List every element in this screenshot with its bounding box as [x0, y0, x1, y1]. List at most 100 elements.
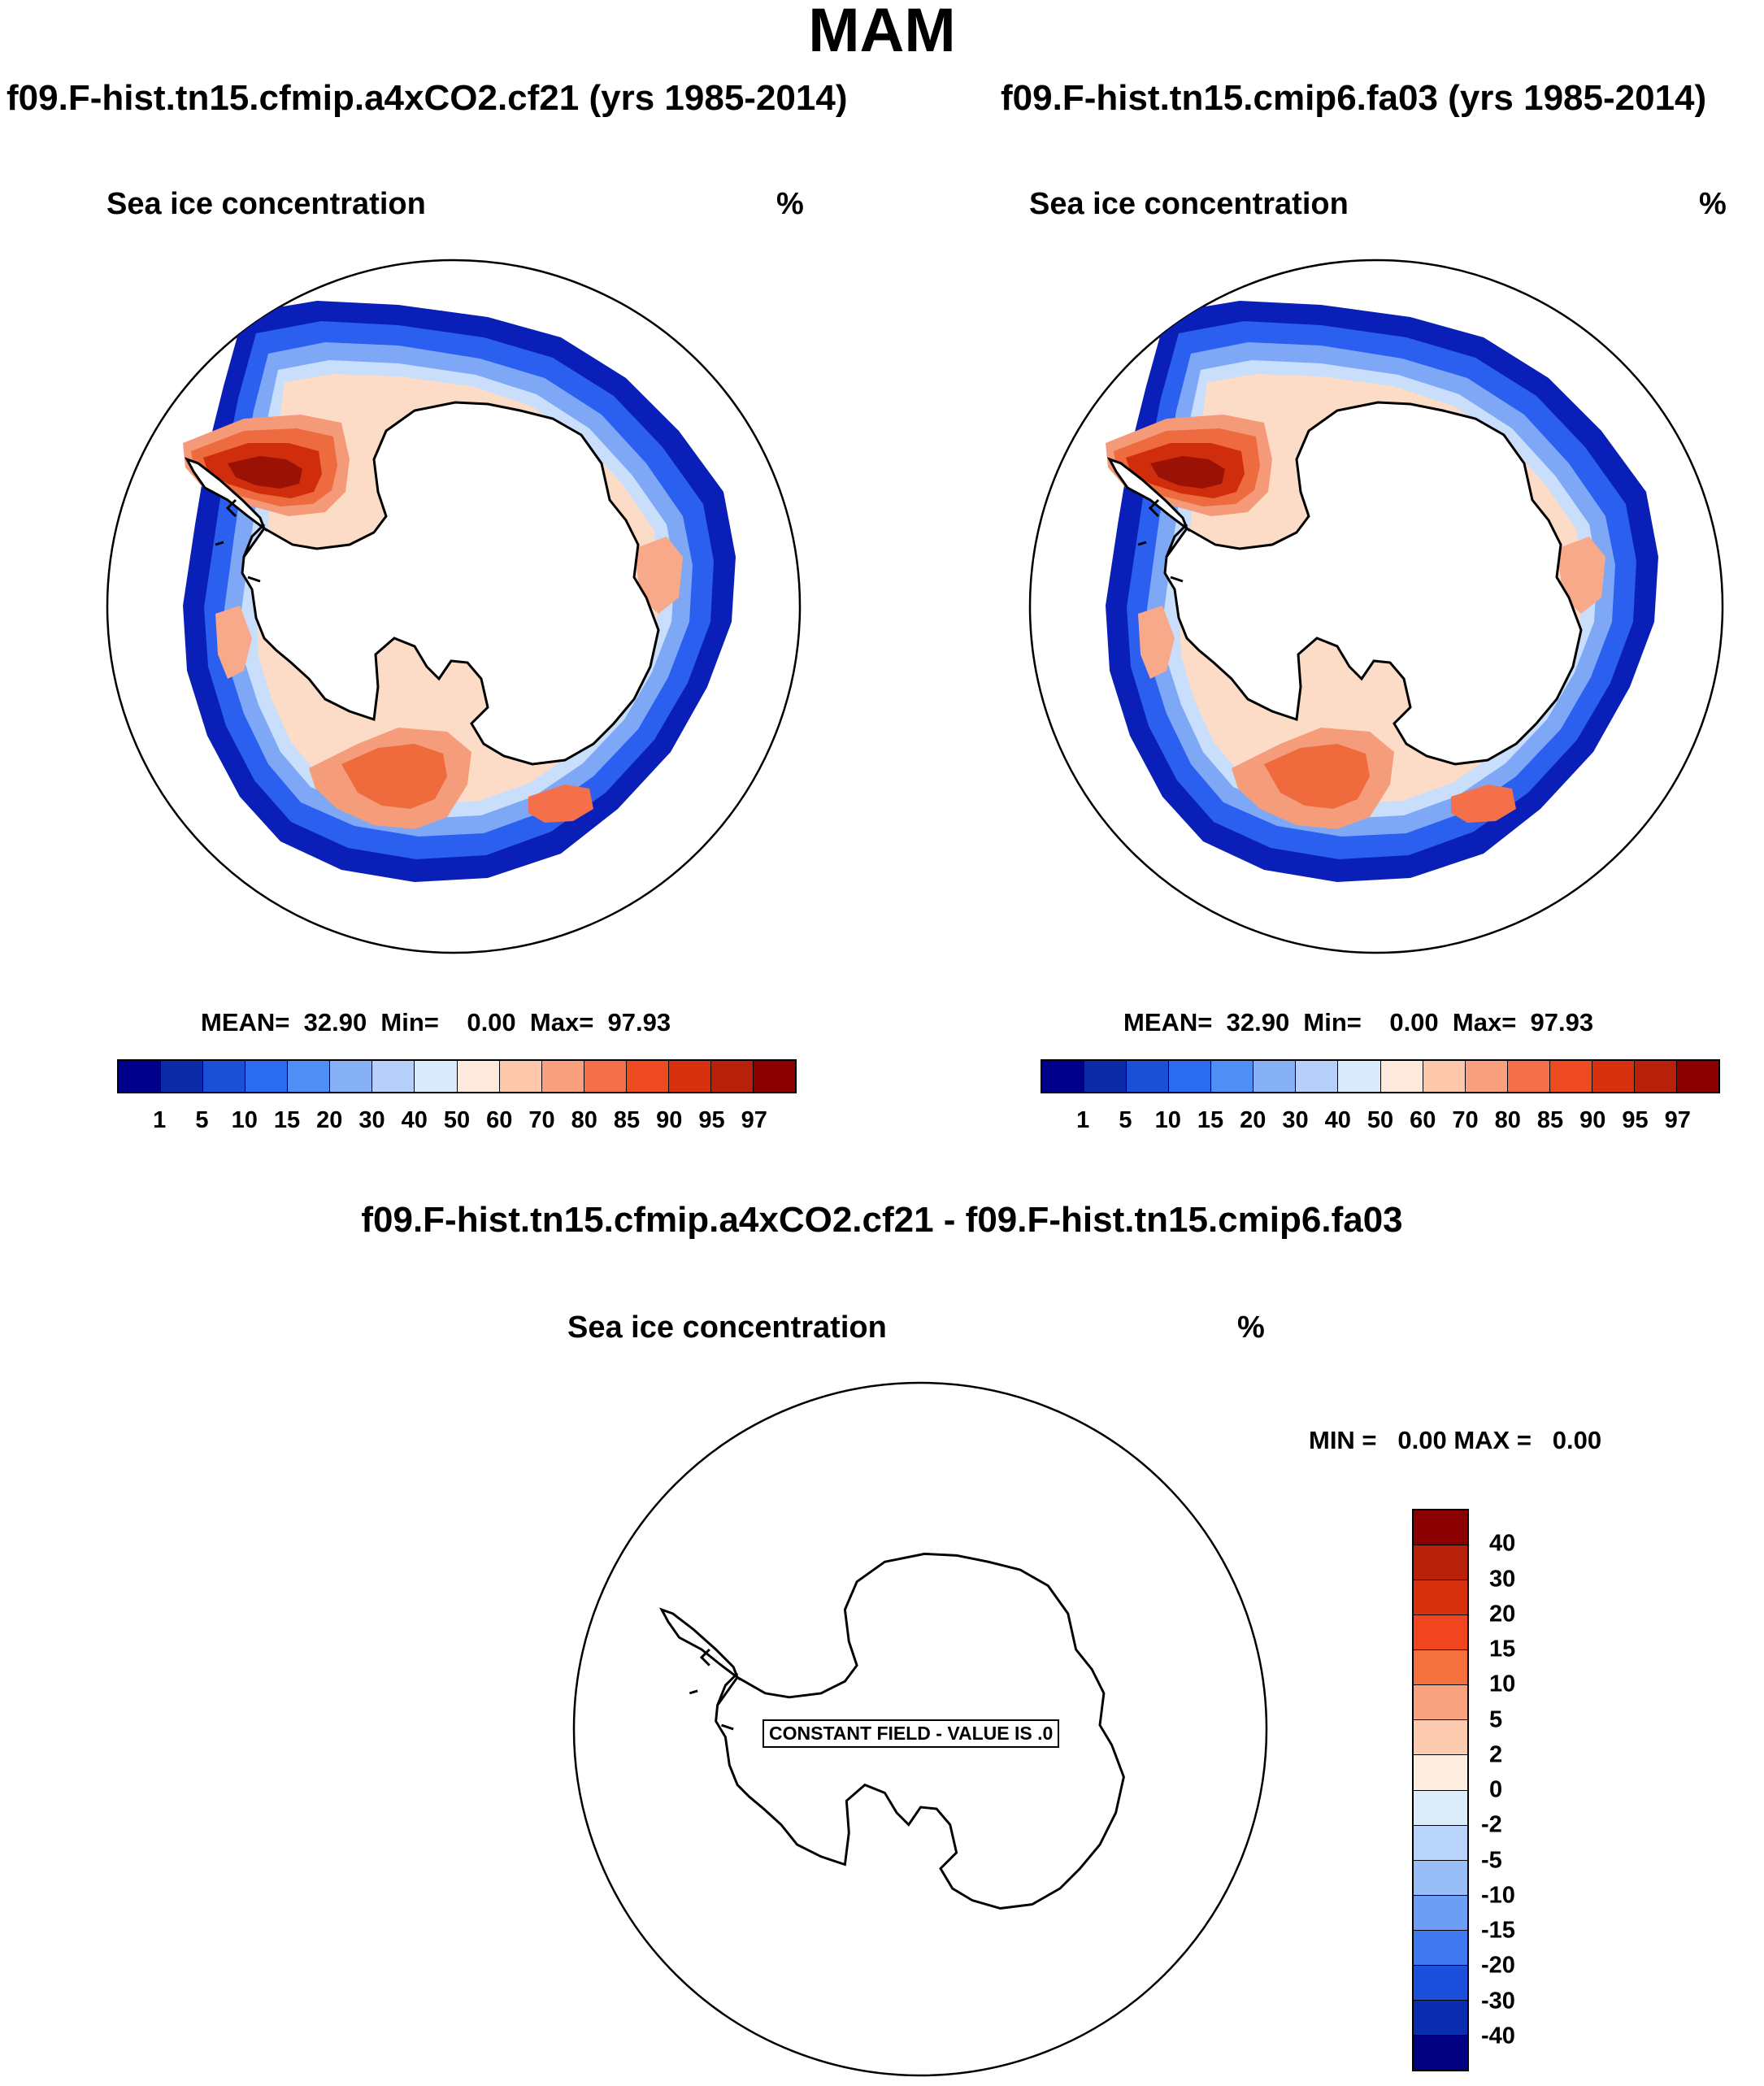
right-colorbar-swatch [1296, 1061, 1339, 1092]
right-colorbar-swatch [1338, 1061, 1381, 1092]
left-colorbar-swatch [541, 1061, 584, 1092]
left-colorbar-tick-label: 30 [358, 1107, 385, 1133]
left-colorbar-swatch [626, 1061, 669, 1092]
right-colorbar-swatch [1507, 1061, 1550, 1092]
left-colorbar-tick-label: 70 [528, 1107, 555, 1133]
difference-colorbar-tick-label: -30 [1481, 1988, 1515, 2014]
difference-colorbar-tick-label: -5 [1481, 1847, 1502, 1873]
left-colorbar-swatch [668, 1061, 711, 1092]
right-colorbar-swatch [1169, 1061, 1212, 1092]
main-title: MAM [808, 0, 956, 65]
left-colorbar-tick-label: 60 [486, 1107, 513, 1133]
difference-colorbar-tick-label: 10 [1489, 1671, 1516, 1697]
left-colorbar-swatch [372, 1061, 415, 1092]
left-colorbar-swatch [753, 1061, 795, 1092]
difference-colorbar-swatch [1414, 1510, 1467, 1546]
right-colorbar-swatch [1084, 1061, 1127, 1092]
left-colorbar-tick-label: 1 [153, 1107, 167, 1133]
right-colorbar-swatch [1253, 1061, 1297, 1092]
difference-colorbar-tick-label: 15 [1489, 1636, 1516, 1662]
left-variable-label: Sea ice concentration [106, 187, 426, 221]
right-colorbar-tick-label: 15 [1197, 1107, 1224, 1133]
right-colorbar-tick-label: 85 [1536, 1107, 1564, 1133]
right-colorbar-swatch [1634, 1061, 1677, 1092]
left-colorbar-swatch [161, 1061, 204, 1092]
difference-colorbar-swatch [1414, 1755, 1467, 1791]
right-antarctica-outline [1163, 401, 1583, 766]
right-colorbar-tick-label: 97 [1664, 1107, 1691, 1133]
left-colorbar-swatch [119, 1061, 162, 1092]
right-colorbar-tick-label: 10 [1154, 1107, 1181, 1133]
difference-minmax: MIN = 0.00 MAX = 0.00 [1309, 1426, 1602, 1454]
left-colorbar-tick-label: 5 [195, 1107, 209, 1133]
difference-colorbar-tick-label: -15 [1481, 1917, 1515, 1944]
left-colorbar-tick-label: 80 [571, 1107, 597, 1133]
left-colorbar-labels: 1 5 10 15 20 30 40 50 60 70 80 85 90 95 97 [117, 1107, 797, 1140]
difference-colorbar-tick-label: -10 [1481, 1882, 1515, 1909]
right-variable-label: Sea ice concentration [1029, 187, 1349, 221]
right-colorbar-tick-label: 80 [1494, 1107, 1521, 1133]
left-colorbar-swatch [203, 1061, 246, 1092]
right-colorbar-tick-label: 30 [1282, 1107, 1309, 1133]
left-polar-map [106, 259, 802, 954]
right-colorbar-labels: 1 5 10 15 20 30 40 50 60 70 80 85 90 95 97 [1041, 1107, 1720, 1140]
left-colorbar [117, 1059, 797, 1093]
right-colorbar-swatch [1042, 1061, 1085, 1092]
difference-colorbar-swatch [1414, 2000, 1467, 2036]
left-colorbar-tick-label: 20 [316, 1107, 343, 1133]
difference-colorbar-tick-label: 0 [1489, 1776, 1503, 1803]
left-case-title: f09.F-hist.tn15.cfmip.a4xCO2.cf21 (yrs 1… [7, 78, 848, 118]
left-colorbar-swatch [245, 1061, 289, 1092]
difference-variable-label: Sea ice concentration [567, 1310, 887, 1345]
right-colorbar-swatch [1423, 1061, 1466, 1092]
left-colorbar-swatch [330, 1061, 373, 1092]
left-colorbar-tick-label: 50 [443, 1107, 471, 1133]
right-case-title: f09.F-hist.tn15.cmip6.fa03 (yrs 1985-201… [1001, 78, 1707, 118]
right-colorbar-swatch [1465, 1061, 1508, 1092]
right-colorbar [1041, 1059, 1720, 1093]
difference-colorbar-swatch [1414, 1895, 1467, 1931]
difference-colorbar-swatch [1414, 1860, 1467, 1896]
difference-title: f09.F-hist.tn15.cfmip.a4xCO2.cf21 - f09.… [361, 1200, 1403, 1240]
difference-colorbar-swatch [1414, 1685, 1467, 1721]
right-colorbar-swatch [1211, 1061, 1254, 1092]
right-colorbar-tick-label: 1 [1076, 1107, 1090, 1133]
right-colorbar-tick-label: 5 [1119, 1107, 1132, 1133]
right-colorbar-tick-label: 95 [1622, 1107, 1649, 1133]
difference-colorbar-tick-label: 30 [1489, 1566, 1516, 1592]
left-colorbar-swatch [457, 1061, 500, 1092]
difference-colorbar-swatch [1414, 1650, 1467, 1686]
difference-colorbar-swatch [1414, 1790, 1467, 1826]
right-colorbar-swatch [1549, 1061, 1592, 1092]
left-colorbar-tick-label: 40 [401, 1107, 428, 1133]
difference-colorbar-swatch [1414, 1545, 1467, 1581]
right-units-label: % [1699, 187, 1727, 221]
left-colorbar-swatch [584, 1061, 627, 1092]
right-colorbar-tick-label: 40 [1324, 1107, 1351, 1133]
left-colorbar-tick-label: 10 [231, 1107, 258, 1133]
left-colorbar-tick-label: 95 [698, 1107, 725, 1133]
difference-colorbar-swatch [1414, 1825, 1467, 1861]
right-colorbar-swatch [1676, 1061, 1718, 1092]
difference-colorbar-swatch [1414, 1965, 1467, 2001]
left-colorbar-swatch [710, 1061, 754, 1092]
difference-colorbar-tick-label: -2 [1481, 1811, 1502, 1838]
right-colorbar-tick-label: 20 [1240, 1107, 1267, 1133]
left-stats: MEAN= 32.90 Min= 0.00 Max= 97.93 [201, 1008, 671, 1036]
right-colorbar-swatch [1380, 1061, 1423, 1092]
difference-colorbar-swatch [1414, 1930, 1467, 1966]
difference-colorbar-tick-label: 40 [1489, 1530, 1516, 1557]
left-units-label: % [776, 187, 804, 221]
difference-colorbar-tick-label: 20 [1489, 1601, 1516, 1628]
right-stats: MEAN= 32.90 Min= 0.00 Max= 97.93 [1123, 1008, 1594, 1036]
difference-colorbar-swatch [1414, 1615, 1467, 1651]
left-colorbar-swatch [499, 1061, 542, 1092]
left-antarctica-outline [241, 401, 660, 766]
difference-colorbar-tick-label: 5 [1489, 1706, 1503, 1732]
difference-units-label: % [1237, 1310, 1265, 1345]
right-colorbar-swatch [1592, 1061, 1635, 1092]
difference-colorbar-tick-label: -40 [1481, 2023, 1515, 2049]
left-colorbar-tick-label: 85 [613, 1107, 641, 1133]
right-colorbar-swatch [1127, 1061, 1170, 1092]
difference-colorbar-swatch [1414, 2035, 1467, 2070]
